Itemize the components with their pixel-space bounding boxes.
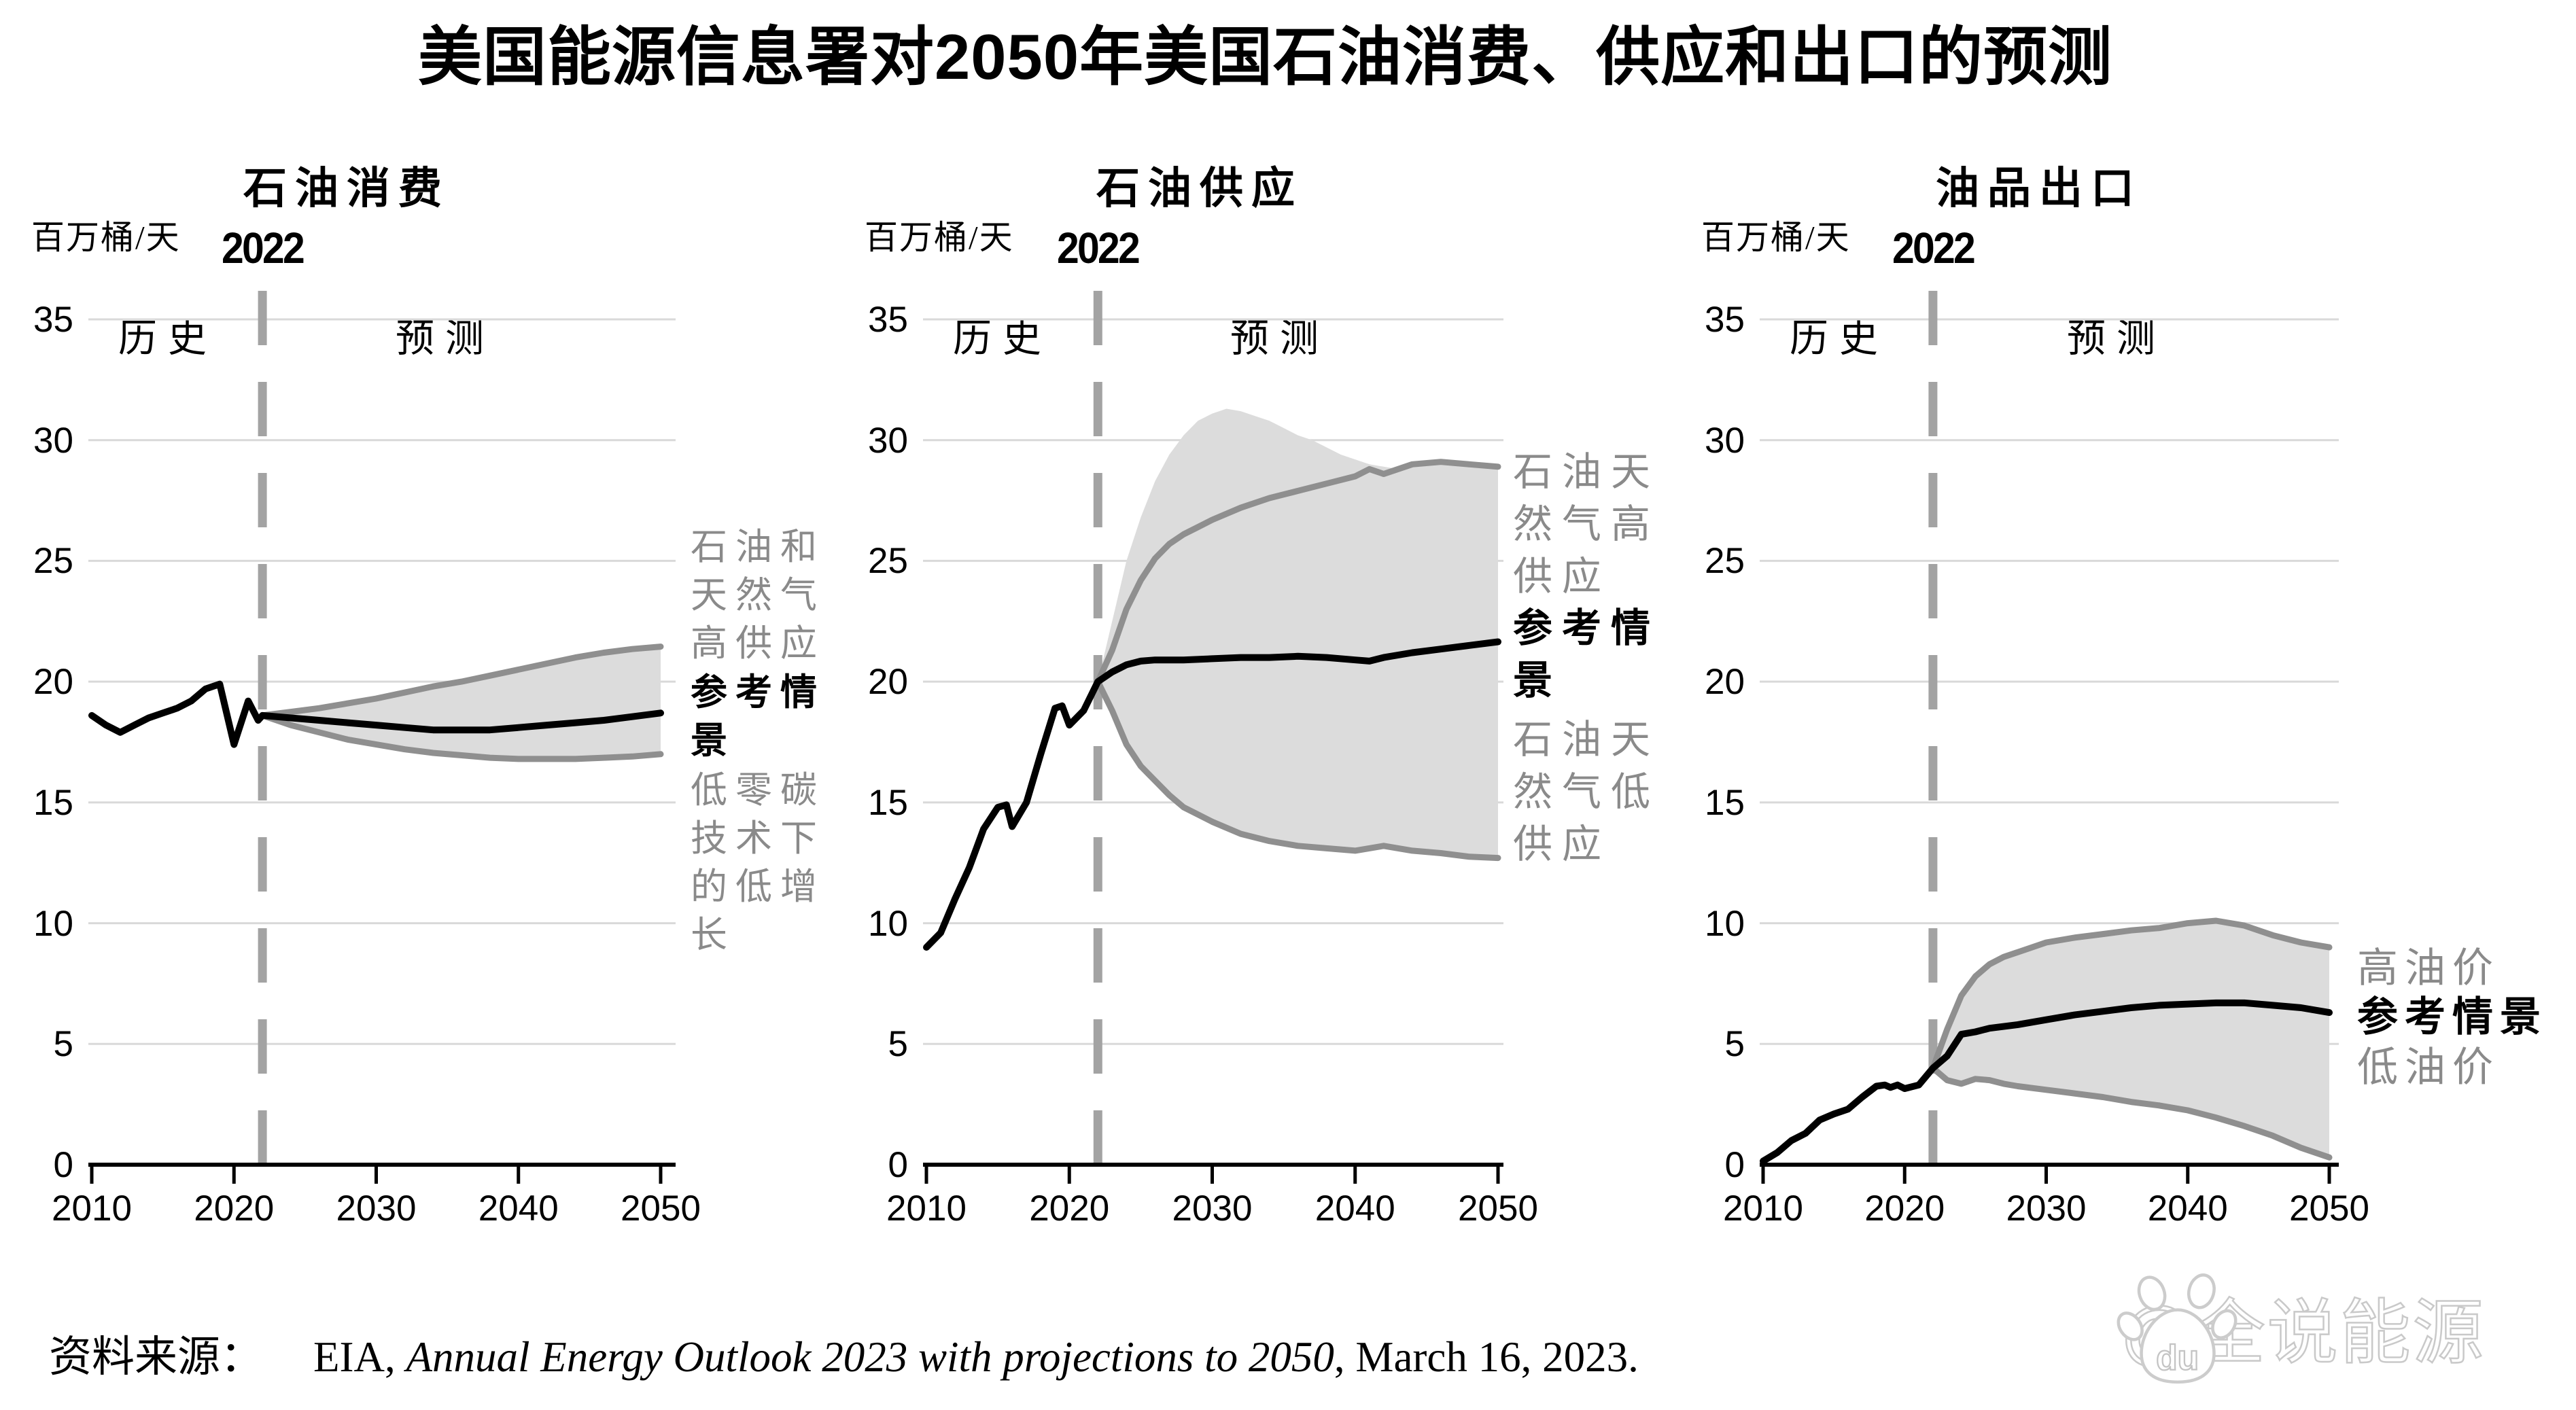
baidu-paw-icon: du [2117,1273,2238,1384]
x-tick-label: 2030 [336,1188,417,1229]
annotation-low-price-exports: 低油价 [2357,1045,2500,1090]
y-tick-label: 15 [1705,782,1745,823]
annotation-high-supply-supply: 石油天 然气高 供应 [1513,450,1660,599]
x-tick-label: 2010 [886,1188,967,1229]
source-prefix: 资料来源： [49,1333,263,1381]
x-tick-label: 2040 [1315,1188,1395,1229]
x-tick-label: 2020 [1029,1188,1110,1229]
annotation-reference-exports: 参考情景 [2357,995,2547,1040]
x-tick-label: 2050 [621,1188,701,1229]
y-tick-label: 0 [1724,1145,1745,1185]
chart-panel-exports [1760,291,2339,1184]
x-tick-label: 2010 [1723,1188,1803,1229]
divider-year-label-supply: 2022 [1057,224,1141,272]
x-tick-label: 2040 [2147,1188,2228,1229]
y-tick-label: 25 [868,541,908,582]
annotation-reference-consumption: 参考情 景 [691,672,825,761]
x-tick-label: 2030 [1172,1188,1253,1229]
history-label-supply: 历史 [953,317,1052,360]
y-tick-label: 0 [888,1145,908,1185]
y-tick-label: 5 [888,1024,908,1065]
divider-year-label-consumption: 2022 [222,224,305,272]
y-tick-label: 20 [1705,662,1745,703]
x-tick-label: 2010 [52,1188,132,1229]
y-tick-label: 0 [53,1145,73,1185]
y-tick-label: 30 [868,420,908,461]
x-tick-label: 2030 [2006,1188,2087,1229]
y-tick-label: 25 [33,541,73,582]
source-note: 资料来源： EIA, Annual Energy Outlook 2023 wit… [49,1322,1639,1384]
y-tick-label: 10 [868,903,908,944]
source-agency: EIA, [313,1333,406,1381]
source-suffix: , March 16, 2023. [1334,1333,1639,1381]
forecast-label-supply: 预测 [1230,317,1329,360]
panel-title-exports: 油品出口 [1936,164,2142,213]
panel-title-supply: 石油供应 [1096,164,1303,213]
y-tick-label: 15 [868,782,908,823]
x-tick-label: 2050 [1458,1188,1538,1229]
x-tick-label: 2040 [478,1188,559,1229]
chart-panel-consumption [88,291,676,1184]
history-label-exports: 历史 [1790,317,1889,360]
divider-year-label-exports: 2022 [1892,224,1976,272]
y-tick-label: 20 [33,662,73,703]
x-tick-label: 2050 [2289,1188,2369,1229]
y-tick-label: 30 [33,420,73,461]
y-tick-label: 5 [53,1024,73,1065]
annotation-high-supply-consumption: 石油和 天然气 高供应 [691,527,825,664]
y-tick-label: 35 [868,299,908,340]
history-label-consumption: 历史 [118,317,217,360]
y-tick-label: 25 [1705,541,1745,582]
annotation-low-supply-supply: 石油天 然气低 供应 [1513,718,1660,866]
y-tick-label: 10 [33,903,73,944]
watermark: du @全说能源 [2117,1273,2486,1384]
x-tick-label: 2020 [1864,1188,1945,1229]
forecast-label-consumption: 预测 [396,317,495,360]
chart-panel-supply [923,291,1503,1184]
y-tick-label: 30 [1705,420,1745,461]
y-axis-unit-consumption: 百万桶/天 [31,219,181,256]
annotation-low-growth-consumption: 低零碳 技术下 的低增 长 [691,770,825,955]
annotation-reference-supply: 参考情 景 [1513,606,1660,703]
y-axis-unit-supply: 百万桶/天 [865,219,1014,256]
source-report-title: Annual Energy Outlook 2023 with projecti… [406,1333,1334,1381]
page-title: 美国能源信息署对2050年美国石油消费、供应和出口的预测 [418,21,2113,92]
baidu-du-text: du [2156,1338,2199,1377]
y-tick-label: 20 [868,662,908,703]
y-tick-label: 35 [1705,299,1745,340]
y-tick-label: 35 [33,299,73,340]
forecast-label-exports: 预测 [2067,317,2166,360]
annotation-high-price-exports: 高油价 [2357,946,2500,991]
y-tick-label: 15 [33,782,73,823]
y-tick-label: 5 [1724,1024,1745,1065]
y-axis-unit-exports: 百万桶/天 [1701,219,1851,256]
y-tick-label: 10 [1705,903,1745,944]
x-tick-label: 2020 [194,1188,275,1229]
panel-title-consumption: 石油消费 [243,164,450,213]
